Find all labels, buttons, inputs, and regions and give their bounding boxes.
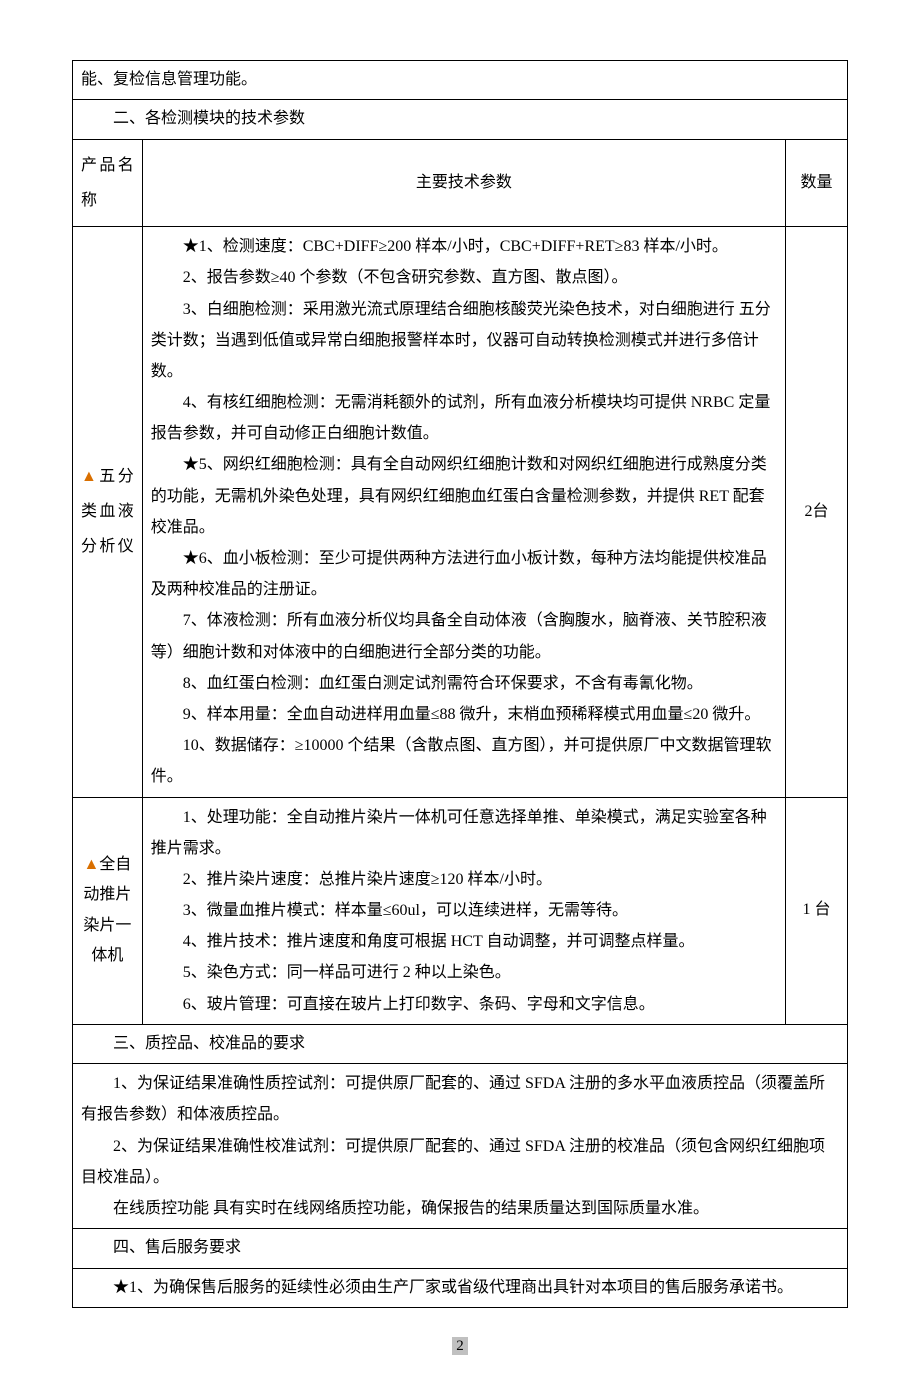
spec-item: 3、微量血推片模式：样本量≤60ul，可以连续进样，无需等待。: [151, 895, 777, 926]
qty-1: 2台: [786, 227, 848, 797]
spec-item: 9、样本用量：全血自动进样用血量≤88 微升，末梢血预稀释模式用血量≤20 微升…: [151, 699, 777, 730]
section-3-body-row: 1、为保证结果准确性质控试剂：可提供原厂配套的、通过 SFDA 注册的多水平血液…: [73, 1064, 848, 1229]
spec-item: 8、血红蛋白检测：血红蛋白测定试剂需符合环保要求，不含有毒氰化物。: [151, 668, 777, 699]
spec-item: ★1、检测速度：CBC+DIFF≥200 样本/小时，CBC+DIFF+RET≥…: [151, 231, 777, 262]
qty-2: 1 台: [786, 797, 848, 1024]
spec-item: 5、染色方式：同一样品可进行 2 种以上染色。: [151, 957, 777, 988]
top-remnant-row: 能、复检信息管理功能。: [73, 61, 848, 100]
header-product: 产品名称: [73, 139, 143, 226]
spec-item: ★5、网织红细胞检测：具有全自动网织红细胞计数和对网织红细胞进行成熟度分类的功能…: [151, 449, 777, 543]
spec-item: 4、推片技术：推片速度和角度可根据 HCT 自动调整，并可调整点样量。: [151, 926, 777, 957]
product-name-1: ▲五分类血液分析仪: [73, 227, 143, 797]
spec-item: 4、有核红细胞检测：无需消耗额外的试剂，所有血液分析模块均可提供 NRBC 定量…: [151, 387, 777, 449]
spec-item: 10、数据储存：≥10000 个结果（含散点图、直方图），并可提供原厂中文数据管…: [151, 730, 777, 792]
header-row: 产品名称 主要技术参数 数量: [73, 139, 848, 226]
spec-table: 能、复检信息管理功能。 二、各检测模块的技术参数 产品名称 主要技术参数 数量 …: [72, 60, 848, 1308]
spec-item: 7、体液检测：所有血液分析仪均具备全自动体液（含胸腹水，脑脊液、关节腔积液等）细…: [151, 605, 777, 667]
header-spec: 主要技术参数: [142, 139, 785, 226]
spec-item: 2、报告参数≥40 个参数（不包含研究参数、直方图、散点图）。: [151, 262, 777, 293]
spec-item: 2、推片染片速度：总推片染片速度≥120 样本/小时。: [151, 864, 777, 895]
page-number-value: 2: [452, 1337, 468, 1355]
top-remnant-text: 能、复检信息管理功能。: [73, 61, 848, 100]
section-3-title: 三、质控品、校准品的要求: [73, 1024, 848, 1063]
triangle-icon: ▲: [83, 856, 99, 873]
section-3-body: 1、为保证结果准确性质控试剂：可提供原厂配套的、通过 SFDA 注册的多水平血液…: [73, 1064, 848, 1229]
product-row-1: ▲五分类血液分析仪 ★1、检测速度：CBC+DIFF≥200 样本/小时，CBC…: [73, 227, 848, 797]
section-3-item: 1、为保证结果准确性质控试剂：可提供原厂配套的、通过 SFDA 注册的多水平血液…: [81, 1068, 839, 1130]
spec-item: ★6、血小板检测：至少可提供两种方法进行血小板计数，每种方法均能提供校准品及两种…: [151, 543, 777, 605]
spec-item: 3、白细胞检测：采用激光流式原理结合细胞核酸荧光染色技术，对白细胞进行 五分类计…: [151, 294, 777, 388]
section-4-text: ★1、为确保售后服务的延续性必须由生产厂家或省级代理商出具针对本项目的售后服务承…: [81, 1273, 839, 1303]
header-qty: 数量: [786, 139, 848, 226]
product-row-2: ▲全自动推片染片一体机 1、处理功能：全自动推片染片一体机可任意选择单推、单染模…: [73, 797, 848, 1024]
triangle-icon: ▲: [81, 468, 99, 485]
section-2-title: 二、各检测模块的技术参数: [73, 100, 848, 139]
spec-list-2: 1、处理功能：全自动推片染片一体机可任意选择单推、单染模式，满足实验室各种推片需…: [151, 802, 777, 1020]
section-3-item: 在线质控功能 具有实时在线网络质控功能，确保报告的结果质量达到国际质量水准。: [81, 1193, 839, 1224]
section-3-item: 2、为保证结果准确性校准试剂：可提供原厂配套的、通过 SFDA 注册的校准品（须…: [81, 1131, 839, 1193]
page-number: 2: [72, 1332, 848, 1361]
spec-list-1: ★1、检测速度：CBC+DIFF≥200 样本/小时，CBC+DIFF+RET≥…: [151, 231, 777, 792]
spec-item: 6、玻片管理：可直接在玻片上打印数字、条码、字母和文字信息。: [151, 989, 777, 1020]
spec-cell-2: 1、处理功能：全自动推片染片一体机可任意选择单推、单染模式，满足实验室各种推片需…: [142, 797, 785, 1024]
section-4-title: 四、售后服务要求: [73, 1229, 848, 1268]
section-2-title-row: 二、各检测模块的技术参数: [73, 100, 848, 139]
section-4-title-row: 四、售后服务要求: [73, 1229, 848, 1268]
product-name-2: ▲全自动推片染片一体机: [73, 797, 143, 1024]
spec-cell-1: ★1、检测速度：CBC+DIFF≥200 样本/小时，CBC+DIFF+RET≥…: [142, 227, 785, 797]
section-3-title-row: 三、质控品、校准品的要求: [73, 1024, 848, 1063]
spec-item: 1、处理功能：全自动推片染片一体机可任意选择单推、单染模式，满足实验室各种推片需…: [151, 802, 777, 864]
